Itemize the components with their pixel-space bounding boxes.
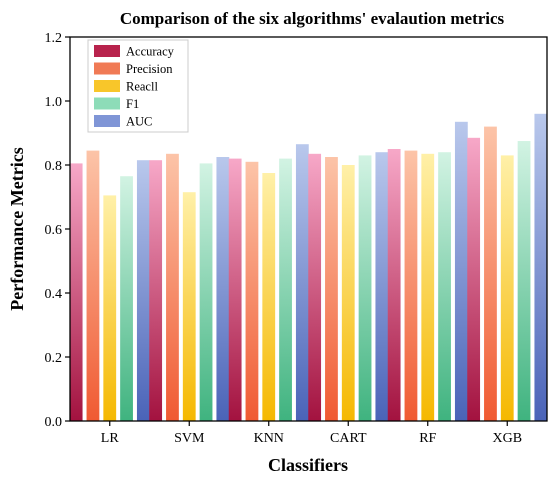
y-tick-label: 0.8 (45, 159, 63, 174)
legend-swatch-accuracy (94, 45, 120, 57)
bar-rf-f1 (438, 152, 451, 421)
bar-cart-precision (325, 157, 338, 421)
x-tick-label-knn: KNN (254, 431, 284, 446)
bar-xgb-accuracy (467, 137, 481, 422)
bars-layer (69, 113, 548, 422)
bar-svm-auc (216, 157, 230, 421)
y-tick-label: 0.6 (45, 223, 63, 238)
y-tick-label: 1.2 (45, 31, 63, 46)
y-tick-label: 0.4 (45, 287, 63, 302)
x-tick-label-cart: CART (330, 431, 367, 446)
legend-swatch-reacll (94, 80, 120, 92)
x-tick-label-xgb: XGB (492, 431, 522, 446)
bar-svm-f1 (199, 163, 213, 421)
x-axis-title: Classifiers (268, 455, 348, 475)
bar-svm-accuracy (149, 160, 163, 421)
legend-swatch-auc (94, 115, 120, 127)
legend-label-f1: F1 (126, 97, 139, 111)
bar-cart-auc (375, 152, 389, 421)
bar-cart-reacll (341, 165, 355, 421)
bar-knn-accuracy (228, 158, 242, 421)
y-axis-title: Performance Metrics (7, 147, 27, 310)
chart-title: Comparison of the six algorithms' evalau… (120, 9, 505, 28)
bar-knn-f1 (279, 158, 292, 421)
bar-lr-precision (86, 150, 100, 421)
bar-xgb-precision (484, 126, 497, 421)
bar-lr-f1 (120, 176, 133, 421)
bar-knn-auc (295, 144, 309, 421)
bar-cart-accuracy (308, 153, 322, 422)
legend-label-reacll: Reacll (126, 80, 158, 94)
legend-label-accuracy: Accuracy (126, 45, 175, 59)
bar-rf-reacll (421, 153, 435, 422)
bar-rf-auc (454, 121, 468, 422)
bar-lr-accuracy (69, 163, 83, 421)
x-tick-label-rf: RF (419, 431, 436, 446)
legend-swatch-precision (94, 62, 120, 75)
legend-swatch-f1 (94, 97, 120, 110)
y-tick-label: 1.0 (45, 95, 63, 110)
x-tick-label-lr: LR (101, 431, 120, 446)
bar-rf-precision (404, 150, 418, 421)
bar-lr-reacll (103, 195, 117, 421)
y-axis: 0.0 0.2 0.4 0.6 0.8 1.0 1.2 (45, 31, 70, 430)
bar-lr-auc (136, 160, 150, 421)
bar-xgb-reacll (500, 155, 514, 421)
x-axis: LR SVM KNN CART RF XGB (101, 421, 522, 446)
bar-knn-precision (245, 161, 259, 422)
legend-label-auc: AUC (126, 115, 152, 129)
y-tick-label: 0.2 (45, 351, 63, 366)
bar-rf-accuracy (387, 149, 401, 421)
legend: Accuracy Precision Reacll F1 AUC (87, 39, 189, 133)
bar-cart-f1 (358, 155, 372, 421)
y-tick-label: 0.0 (45, 415, 63, 430)
bar-xgb-auc (534, 113, 548, 422)
bar-xgb-f1 (517, 141, 531, 421)
bar-svm-precision (166, 153, 179, 422)
x-tick-label-svm: SVM (174, 431, 205, 446)
bar-svm-reacll (182, 192, 196, 421)
legend-label-precision: Precision (126, 62, 173, 76)
bar-knn-reacll (262, 173, 276, 421)
